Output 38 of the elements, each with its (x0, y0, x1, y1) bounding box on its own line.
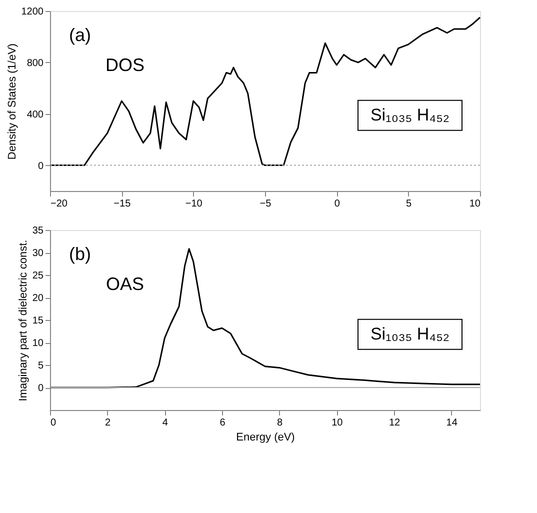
annotation: OAS (106, 274, 144, 294)
line-series (49, 248, 481, 388)
x-tick-label: 12 (388, 418, 400, 428)
y-tick-label: 0 (38, 383, 44, 394)
y-tick-label: 20 (32, 293, 44, 304)
y-axis-title: Imaginary part of dielectric const. (17, 240, 30, 402)
x-tick-label: 6 (220, 418, 226, 428)
y-tick-label: 30 (32, 248, 44, 259)
y-tick-label: 0 (38, 160, 44, 172)
annotation: Si₁₀₃₅ H₄₅₂ (370, 105, 450, 124)
x-axis-title: Energy (eV) (236, 432, 295, 444)
x-tick-label: 14 (446, 418, 458, 428)
annotation: DOS (105, 55, 145, 75)
y-tick-label: 1200 (21, 6, 44, 18)
x-tick-label: 0 (50, 418, 56, 428)
x-tick-label: 10 (332, 418, 344, 428)
x-tick-label: 0 (334, 198, 340, 210)
y-tick-label: 5 (38, 360, 44, 372)
x-tick-label: 4 (162, 418, 168, 428)
x-tick-label: −15 (114, 198, 132, 210)
annotation: (b) (69, 244, 91, 264)
y-tick-label: 400 (26, 109, 44, 120)
x-tick-label: 8 (277, 418, 284, 428)
y-tick-label: 15 (32, 316, 44, 326)
x-tick-label: −5 (260, 198, 272, 210)
x-tick-label: 5 (406, 198, 412, 210)
y-tick-label: 35 (32, 226, 44, 236)
x-tick-label: 2 (105, 418, 112, 428)
y-tick-label: 25 (32, 270, 44, 282)
line-series (49, 16, 481, 166)
x-tick-label: 10 (469, 198, 481, 210)
annotation: Si₁₀₃₅ H₄₅₂ (370, 324, 450, 344)
y-axis-title: Density of States (1/eV) (6, 43, 18, 160)
y-tick-label: 10 (32, 338, 44, 349)
y-tick-label: 800 (26, 58, 44, 69)
x-tick-label: −20 (50, 198, 68, 210)
annotation: (a) (69, 25, 91, 45)
x-tick-label: −10 (185, 198, 203, 210)
